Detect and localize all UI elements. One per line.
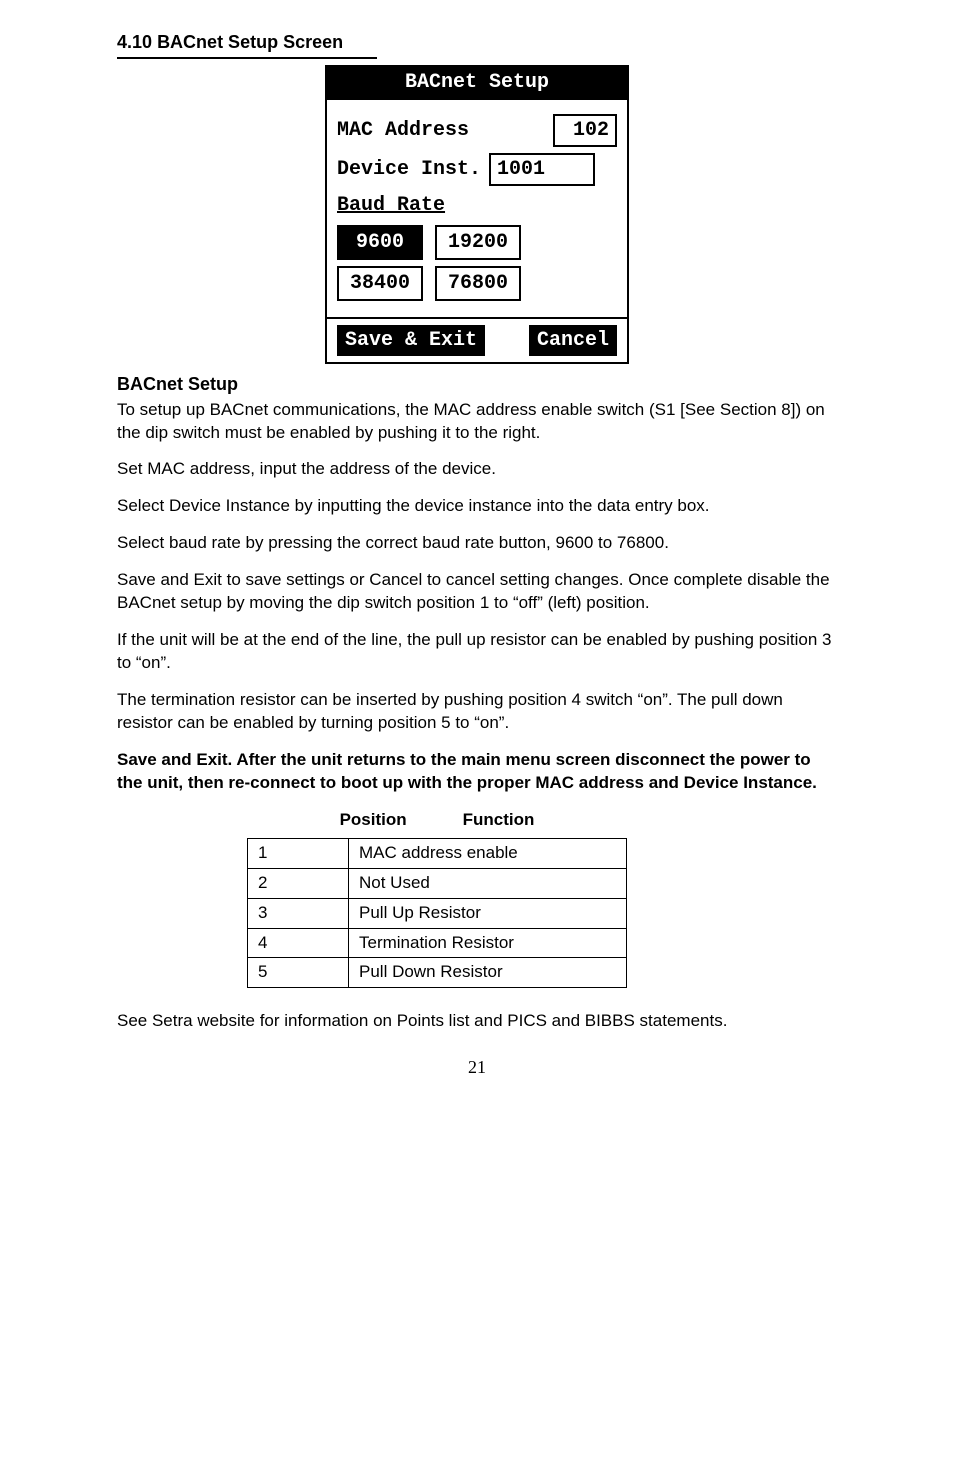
baud-38400-button: 38400 bbox=[337, 266, 423, 301]
baud-19200-button: 19200 bbox=[435, 225, 521, 260]
device-inst-label: Device Inst. bbox=[337, 156, 481, 183]
dip-table-headers: Position Function bbox=[247, 809, 627, 832]
dip-header-function: Function bbox=[463, 809, 535, 832]
device-inst-value: 1001 bbox=[489, 153, 595, 186]
table-row: 5Pull Down Resistor bbox=[248, 958, 627, 988]
dip-pos: 2 bbox=[248, 868, 349, 898]
paragraph-9: See Setra website for information on Poi… bbox=[117, 1010, 837, 1033]
baud-9600-button: 9600 bbox=[337, 225, 423, 260]
dip-header-position: Position bbox=[340, 809, 407, 832]
paragraph-6: If the unit will be at the end of the li… bbox=[117, 629, 837, 675]
table-row: 2Not Used bbox=[248, 868, 627, 898]
dip-func: Termination Resistor bbox=[349, 928, 627, 958]
cancel-button: Cancel bbox=[529, 325, 617, 356]
baud-rate-label: Baud Rate bbox=[337, 192, 617, 219]
dip-switch-table: 1MAC address enable 2Not Used 3Pull Up R… bbox=[247, 838, 627, 989]
dip-pos: 5 bbox=[248, 958, 349, 988]
dip-pos: 3 bbox=[248, 898, 349, 928]
dip-pos: 4 bbox=[248, 928, 349, 958]
paragraph-8-bold: Save and Exit. After the unit returns to… bbox=[117, 749, 837, 795]
table-row: 3Pull Up Resistor bbox=[248, 898, 627, 928]
dip-func: MAC address enable bbox=[349, 838, 627, 868]
mac-address-label: MAC Address bbox=[337, 117, 469, 144]
section-number: 4.10 bbox=[117, 32, 152, 52]
dip-pos: 1 bbox=[248, 838, 349, 868]
paragraph-4: Select baud rate by pressing the correct… bbox=[117, 532, 837, 555]
table-row: 4Termination Resistor bbox=[248, 928, 627, 958]
dip-func: Pull Down Resistor bbox=[349, 958, 627, 988]
save-exit-button: Save & Exit bbox=[337, 325, 485, 356]
paragraph-7: The termination resistor can be inserted… bbox=[117, 689, 837, 735]
paragraph-5: Save and Exit to save settings or Cancel… bbox=[117, 569, 837, 615]
lcd-screenshot: BACnet Setup MAC Address 102 Device Inst… bbox=[117, 65, 837, 364]
section-title: BACnet Setup Screen bbox=[157, 32, 343, 52]
table-row: 1MAC address enable bbox=[248, 838, 627, 868]
dip-func: Not Used bbox=[349, 868, 627, 898]
paragraph-2: Set MAC address, input the address of th… bbox=[117, 458, 837, 481]
lcd-header: BACnet Setup bbox=[327, 67, 627, 100]
dip-func: Pull Up Resistor bbox=[349, 898, 627, 928]
bacnet-setup-heading: BACnet Setup bbox=[117, 372, 837, 396]
paragraph-3: Select Device Instance by inputting the … bbox=[117, 495, 837, 518]
page-number: 21 bbox=[117, 1055, 837, 1079]
mac-address-value: 102 bbox=[553, 114, 617, 147]
paragraph-1: To setup up BACnet communications, the M… bbox=[117, 399, 837, 445]
baud-76800-button: 76800 bbox=[435, 266, 521, 301]
